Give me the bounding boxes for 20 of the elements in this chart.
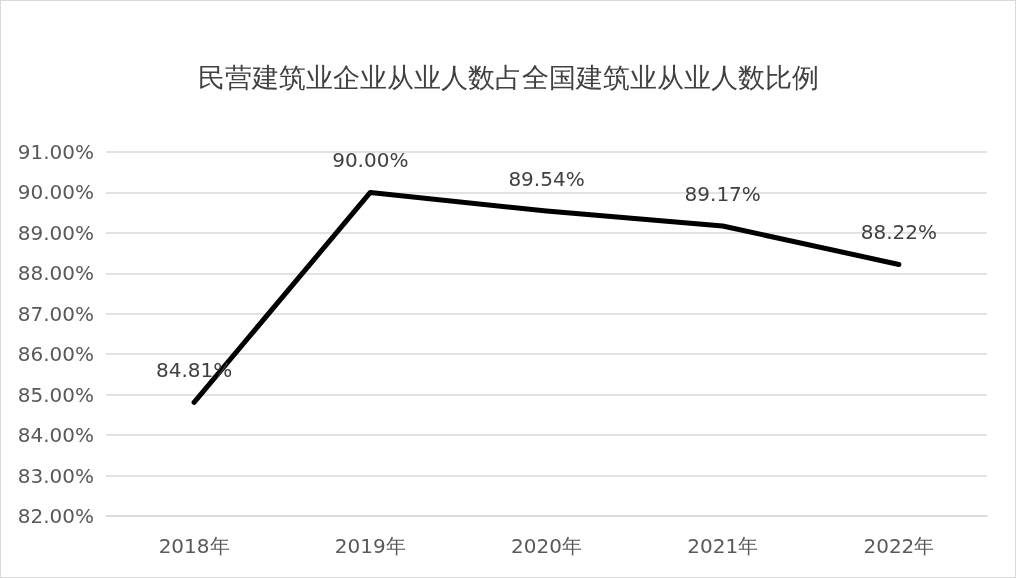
y-tick-label: 90.00% [17,180,94,205]
data-label: 89.54% [508,167,585,192]
y-tick-label: 83.00% [17,463,94,488]
y-tick-label: 87.00% [17,301,94,326]
x-tick-label: 2019年 [334,534,406,558]
y-tick-label: 82.00% [17,504,94,528]
x-tick-label: 2021年 [687,534,759,558]
y-tick-label: 91.00% [17,140,94,164]
y-tick-label: 88.00% [17,261,94,286]
y-tick-label: 86.00% [17,342,94,367]
y-tick-label: 85.00% [17,382,94,407]
x-tick-label: 2018年 [158,534,230,558]
x-tick-label: 2022年 [863,534,935,558]
chart-title: 民营建筑业企业从业人数占全国建筑业从业人数比例 [197,62,819,93]
y-tick-label: 84.00% [17,423,94,448]
data-label: 88.22% [860,220,938,245]
y-tick-label: 89.00% [17,220,94,245]
x-tick-label: 2020年 [511,534,582,558]
data-label: 89.17% [684,182,761,207]
data-label: 90.00% [332,148,409,173]
